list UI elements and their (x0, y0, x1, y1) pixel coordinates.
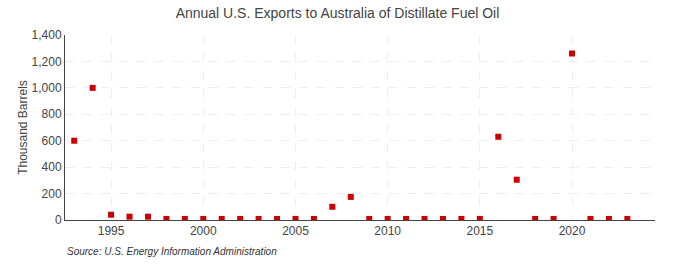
svg-text:1,000: 1,000 (32, 81, 62, 95)
svg-text:200: 200 (42, 187, 62, 201)
svg-text:800: 800 (42, 107, 62, 121)
svg-text:600: 600 (42, 134, 62, 148)
svg-text:1,400: 1,400 (32, 28, 62, 42)
svg-text:0: 0 (55, 213, 62, 227)
svg-text:Annual U.S. Exports to Austral: Annual U.S. Exports to Australia of Dist… (176, 5, 500, 21)
svg-text:1995: 1995 (98, 224, 125, 238)
svg-text:2000: 2000 (190, 224, 217, 238)
svg-text:400: 400 (42, 160, 62, 174)
svg-text:2010: 2010 (374, 224, 401, 238)
svg-text:2005: 2005 (282, 224, 309, 238)
svg-text:2020: 2020 (559, 224, 586, 238)
svg-text:Thousand Barrels: Thousand Barrels (16, 80, 30, 175)
svg-text:2015: 2015 (466, 224, 493, 238)
svg-text:Source: U.S. Energy Informatio: Source: U.S. Energy Information Administ… (67, 246, 277, 257)
svg-text:1,200: 1,200 (32, 55, 62, 69)
